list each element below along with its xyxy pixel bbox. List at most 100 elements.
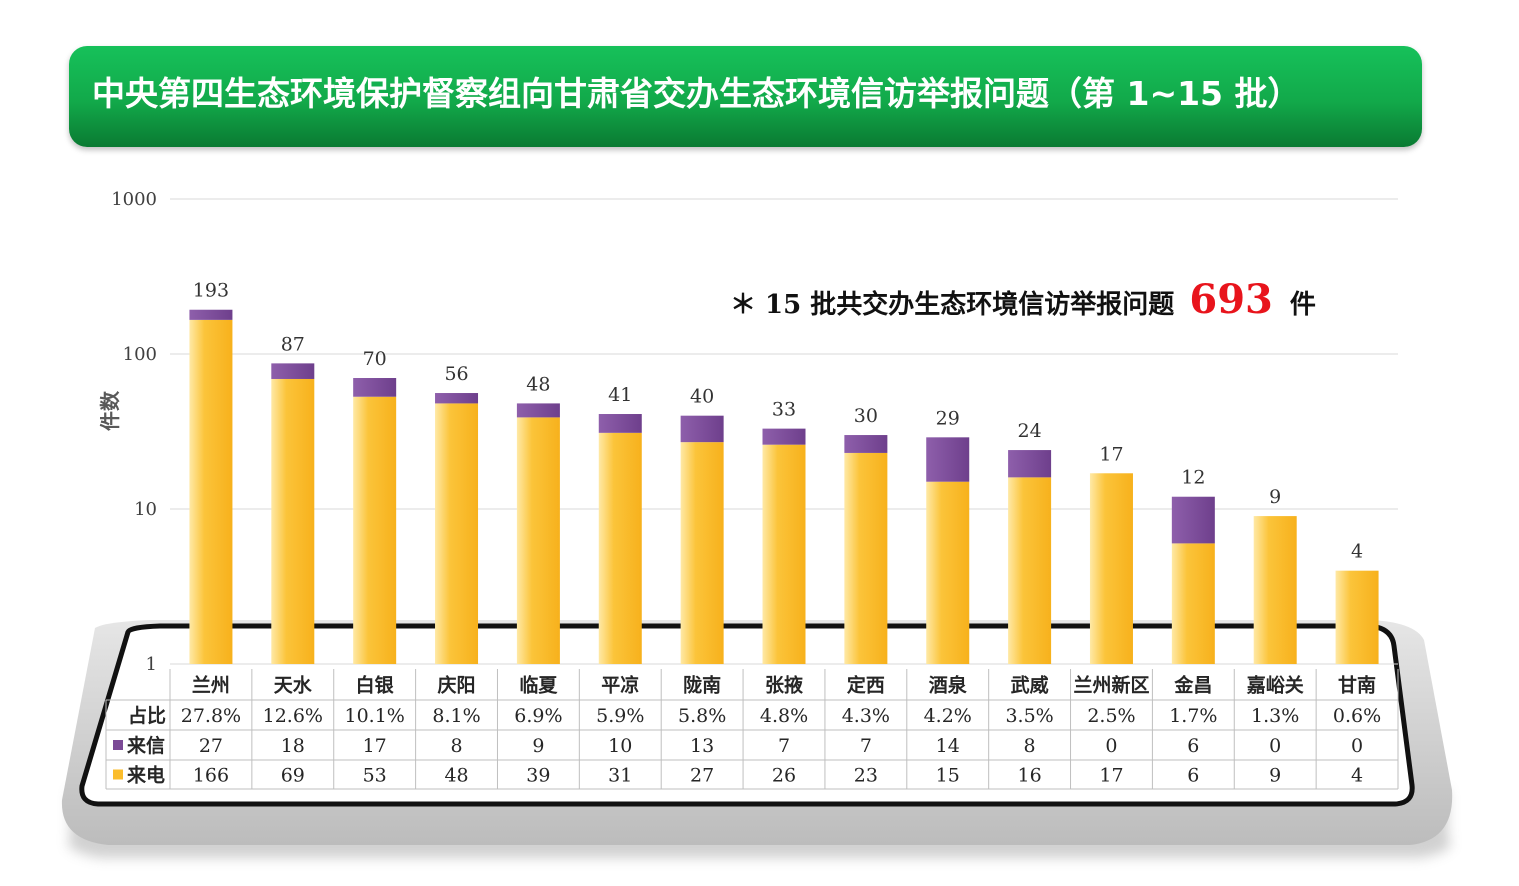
- phone-cell: 53: [363, 765, 387, 787]
- page-title: 中央第四生态环境保护督察组向甘肃省交办生态环境信访举报问题（第 1~15 批）: [92, 74, 1301, 113]
- value-label: 70: [363, 348, 387, 370]
- y-tick-label: 100: [123, 344, 157, 365]
- phone-cell: 17: [1099, 765, 1123, 787]
- bar-letter: [189, 309, 233, 320]
- share-cell: 12.6%: [263, 705, 323, 727]
- letter-cell: 10: [608, 735, 632, 757]
- value-labels: 193 87 70 56 48 41 40 33 30 29 24 17 12 9 4: [193, 280, 1363, 563]
- bar-phone: [844, 452, 888, 664]
- row-header-letter: 来信: [127, 734, 165, 757]
- bar-phone: [1089, 473, 1133, 664]
- bar-phone: [271, 378, 315, 664]
- legend-swatch: [113, 740, 123, 750]
- bar-phone: [516, 417, 560, 664]
- phone-cell: 27: [690, 765, 714, 787]
- row-header-phone: 来电: [127, 764, 165, 787]
- letter-cell: 7: [860, 735, 872, 757]
- share-cell: 27.8%: [181, 705, 241, 727]
- category-label: 定西: [847, 674, 885, 697]
- value-label: 24: [1018, 420, 1042, 442]
- value-label: 87: [281, 333, 305, 355]
- value-label: 12: [1181, 467, 1205, 489]
- y-tick-label: 1: [146, 654, 157, 675]
- share-cell: 8.1%: [432, 705, 480, 727]
- phone-cell: 39: [526, 765, 550, 787]
- phone-cell: 4: [1351, 765, 1363, 787]
- value-label: 48: [526, 373, 550, 395]
- bar-phone: [353, 396, 397, 664]
- letter-cell: 9: [532, 735, 544, 757]
- bar-letter: [680, 415, 724, 443]
- value-label: 33: [772, 399, 796, 421]
- share-cell: 5.8%: [678, 705, 726, 727]
- legend-swatch: [113, 769, 123, 780]
- letter-cell: 7: [778, 735, 790, 757]
- letter-cell: 13: [690, 735, 714, 757]
- category-label: 平凉: [601, 674, 639, 697]
- category-label: 天水: [274, 675, 313, 697]
- letter-cell: 17: [363, 735, 387, 757]
- letter-cell: 8: [1024, 735, 1036, 757]
- data-table: 兰州27.8%27166天水12.6%1869白银10.1%1753庆阳8.1%…: [105, 669, 1399, 790]
- bar-letter: [353, 378, 397, 397]
- value-label: 4: [1351, 541, 1363, 563]
- category-label: 酒泉: [929, 674, 968, 697]
- y-tick-label: 10: [134, 499, 157, 520]
- bar-letter: [271, 363, 315, 379]
- phone-cell: 23: [854, 765, 878, 787]
- share-cell: 4.8%: [760, 705, 808, 727]
- bar-letter: [844, 435, 888, 453]
- phone-cell: 69: [281, 765, 305, 787]
- bar-phone: [1253, 516, 1297, 664]
- annotation-total: 693: [1189, 276, 1273, 323]
- value-label: 193: [193, 280, 229, 302]
- category-label: 兰州新区: [1073, 674, 1149, 697]
- letter-cell: 0: [1351, 735, 1363, 757]
- share-cell: 6.9%: [514, 705, 562, 727]
- share-cell: 1.3%: [1251, 705, 1299, 727]
- y-axis-ticks: 1 10 100 1000: [111, 189, 157, 675]
- phone-cell: 16: [1018, 765, 1042, 787]
- bar-phone: [598, 432, 642, 664]
- category-label: 庆阳: [438, 674, 476, 697]
- share-cell: 10.1%: [344, 705, 404, 727]
- value-label: 17: [1099, 443, 1123, 465]
- bar-letter: [435, 393, 479, 404]
- phone-cell: 31: [608, 765, 632, 787]
- share-cell: 2.5%: [1087, 705, 1135, 727]
- letter-cell: 18: [281, 735, 305, 757]
- category-label: 嘉峪关: [1246, 674, 1304, 697]
- value-label: 30: [854, 405, 878, 427]
- bars: [189, 309, 1379, 664]
- category-label: 金昌: [1173, 674, 1212, 697]
- letter-cell: 8: [450, 735, 462, 757]
- phone-cell: 9: [1269, 765, 1281, 787]
- phone-cell: 166: [193, 765, 229, 787]
- annotation-prefix: ＊ 15 批共交办生态环境信访举报问题: [730, 289, 1174, 320]
- device-frame: [61, 620, 1453, 858]
- y-tick-label: 1000: [111, 189, 157, 210]
- share-cell: 5.9%: [596, 705, 644, 727]
- bar-letter: [1008, 450, 1052, 478]
- bar-phone: [435, 403, 479, 664]
- phone-cell: 6: [1187, 765, 1199, 787]
- letter-cell: 27: [199, 735, 223, 757]
- letter-cell: 14: [936, 735, 960, 757]
- bar-phone: [1008, 477, 1052, 664]
- phone-cell: 26: [772, 765, 796, 787]
- bar-phone: [1171, 543, 1215, 664]
- bar-letter: [516, 403, 560, 418]
- bar-phone: [926, 481, 970, 664]
- value-label: 56: [444, 363, 468, 385]
- share-cell: 3.5%: [1005, 705, 1053, 727]
- phone-cell: 48: [444, 765, 468, 787]
- value-label: 40: [690, 386, 714, 408]
- category-label: 张掖: [765, 674, 803, 697]
- letter-cell: 6: [1187, 735, 1199, 757]
- annotation-suffix: 件: [1290, 290, 1316, 320]
- share-cell: 4.3%: [842, 705, 890, 727]
- share-cell: 0.6%: [1333, 705, 1381, 727]
- category-label: 临夏: [519, 674, 558, 697]
- bar-letter: [762, 428, 806, 445]
